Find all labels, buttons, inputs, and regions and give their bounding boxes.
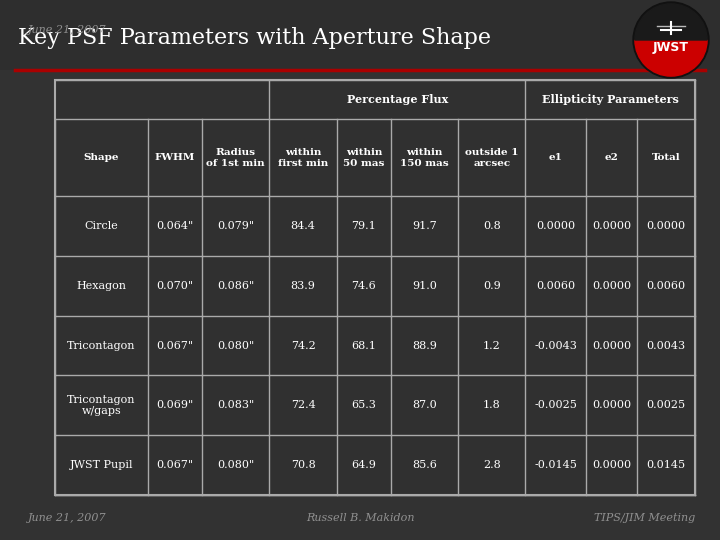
Text: 2.8: 2.8 <box>483 460 500 470</box>
Text: 0.0000: 0.0000 <box>647 221 685 231</box>
Text: JWST: JWST <box>653 42 689 55</box>
Text: within
50 mas: within 50 mas <box>343 148 384 167</box>
Text: 0.0000: 0.0000 <box>593 281 631 291</box>
Text: Russell B. Makidon: Russell B. Makidon <box>306 513 414 523</box>
Text: FWHM: FWHM <box>155 153 195 163</box>
Text: Hexagon: Hexagon <box>76 281 127 291</box>
Text: Key PSF Parameters with Aperture Shape: Key PSF Parameters with Aperture Shape <box>18 27 491 49</box>
Wedge shape <box>635 40 707 76</box>
Text: 0.083": 0.083" <box>217 400 254 410</box>
Text: 74.2: 74.2 <box>291 341 315 350</box>
Text: 91.7: 91.7 <box>413 221 437 231</box>
Text: e1: e1 <box>549 153 563 163</box>
Circle shape <box>633 2 709 78</box>
Text: Circle: Circle <box>84 221 118 231</box>
Text: 72.4: 72.4 <box>291 400 315 410</box>
Text: 65.3: 65.3 <box>351 400 377 410</box>
Text: -0.0043: -0.0043 <box>534 341 577 350</box>
Text: 0.080": 0.080" <box>217 460 254 470</box>
Text: 87.0: 87.0 <box>413 400 437 410</box>
Text: within
150 mas: within 150 mas <box>400 148 449 167</box>
Text: 0.0060: 0.0060 <box>647 281 685 291</box>
Text: e2: e2 <box>605 153 618 163</box>
Text: 1.2: 1.2 <box>483 341 500 350</box>
Text: 0.0145: 0.0145 <box>647 460 685 470</box>
Text: 0.069": 0.069" <box>156 400 194 410</box>
Text: 0.0000: 0.0000 <box>593 460 631 470</box>
Text: Ellipticity Parameters: Ellipticity Parameters <box>541 94 679 105</box>
Text: -0.0145: -0.0145 <box>534 460 577 470</box>
Text: Shape: Shape <box>84 153 119 163</box>
Text: 70.8: 70.8 <box>291 460 315 470</box>
Text: 0.0060: 0.0060 <box>536 281 575 291</box>
Text: 68.1: 68.1 <box>351 341 377 350</box>
Bar <box>55 80 695 495</box>
Text: 64.9: 64.9 <box>351 460 377 470</box>
Text: 0.0000: 0.0000 <box>593 221 631 231</box>
Text: 0.086": 0.086" <box>217 281 254 291</box>
Text: 0.080": 0.080" <box>217 341 254 350</box>
Text: 0.0043: 0.0043 <box>647 341 685 350</box>
Text: 0.070": 0.070" <box>156 281 194 291</box>
Text: 91.0: 91.0 <box>412 281 437 291</box>
Text: 0.0000: 0.0000 <box>593 400 631 410</box>
Text: within
first min: within first min <box>278 148 328 167</box>
Text: 0.079": 0.079" <box>217 221 254 231</box>
Text: 0.9: 0.9 <box>483 281 500 291</box>
Text: 1.8: 1.8 <box>483 400 500 410</box>
Text: -0.0025: -0.0025 <box>534 400 577 410</box>
Text: JWST Pupil: JWST Pupil <box>70 460 133 470</box>
Text: June 21, 2007: June 21, 2007 <box>28 513 107 523</box>
Text: outside 1
arcsec: outside 1 arcsec <box>465 148 518 167</box>
Text: 0.0000: 0.0000 <box>593 341 631 350</box>
Text: Tricontagon: Tricontagon <box>67 341 135 350</box>
Text: 0.0000: 0.0000 <box>536 221 575 231</box>
Text: 79.1: 79.1 <box>351 221 376 231</box>
Text: Tricontagon
w/gaps: Tricontagon w/gaps <box>67 395 135 416</box>
Text: 0.067": 0.067" <box>156 341 194 350</box>
Text: Percentage Flux: Percentage Flux <box>347 94 448 105</box>
Text: 0.067": 0.067" <box>156 460 194 470</box>
Text: 74.6: 74.6 <box>351 281 376 291</box>
Text: 0.0025: 0.0025 <box>647 400 685 410</box>
Bar <box>0 0 720 70</box>
Text: 83.9: 83.9 <box>291 281 315 291</box>
Wedge shape <box>635 4 707 40</box>
Text: 88.9: 88.9 <box>412 341 437 350</box>
Text: Total: Total <box>652 153 680 163</box>
Text: 0.8: 0.8 <box>483 221 500 231</box>
Text: 0.064": 0.064" <box>156 221 194 231</box>
Text: Radius
of 1st min: Radius of 1st min <box>207 148 265 167</box>
Text: 84.4: 84.4 <box>291 221 315 231</box>
Text: June 21, 2007: June 21, 2007 <box>28 25 107 35</box>
Text: 85.6: 85.6 <box>412 460 437 470</box>
Text: TIPS/JIM Meeting: TIPS/JIM Meeting <box>594 513 695 523</box>
